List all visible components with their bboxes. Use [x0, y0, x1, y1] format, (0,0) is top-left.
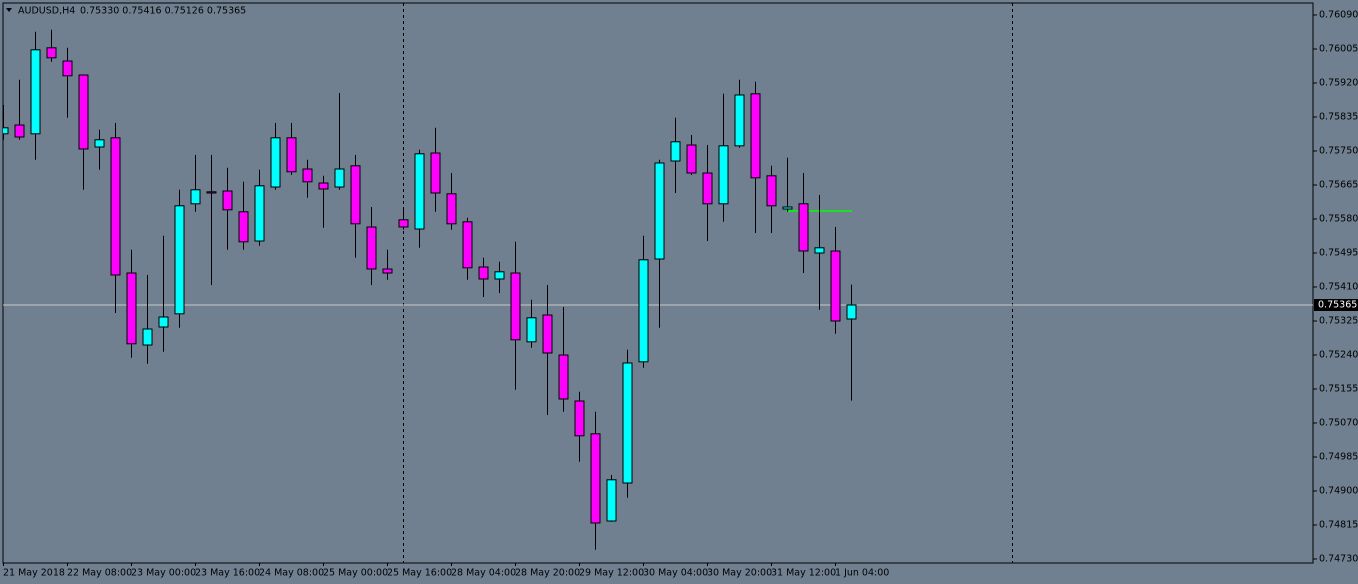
x-tick-label: 30 May 04:00: [643, 568, 708, 579]
candle-body: [846, 304, 857, 320]
y-tick-label: 0.75155: [1319, 384, 1358, 395]
y-tick-label: 0.75240: [1319, 350, 1358, 361]
candle-body: [686, 144, 697, 174]
plot: [3, 29, 1313, 550]
candle-body: [254, 185, 265, 242]
candle-body: [462, 221, 473, 269]
x-tick-label: 21 May 2018: [3, 568, 65, 579]
candle-body: [318, 182, 329, 190]
y-tick-label: 0.75580: [1319, 214, 1358, 225]
candle-body: [430, 152, 441, 194]
candle-body: [190, 189, 201, 205]
candle-body: [46, 47, 57, 59]
candle-body: [302, 168, 313, 183]
candle-body: [670, 141, 681, 162]
menu-triangle: [6, 8, 12, 12]
candle-body: [382, 268, 393, 274]
candle-body: [158, 316, 169, 328]
y-tick-label: 0.75410: [1319, 282, 1358, 293]
x-tick-label: 25 May 16:00: [387, 568, 452, 579]
y-tick-label: 0.74815: [1319, 520, 1358, 531]
candle-body: [702, 172, 713, 205]
candle-body: [526, 317, 537, 343]
candle-body: [590, 433, 601, 524]
candle-body: [398, 219, 409, 228]
x-tick-label: 1 Jun 04:00: [835, 568, 889, 579]
candle-body: [3, 127, 9, 135]
x-tick-label: 25 May 00:00: [323, 568, 388, 579]
ohlc-text: 0.75330 0.75416 0.75126 0.75365: [80, 6, 246, 17]
plot-frame: [2, 2, 1314, 564]
candle-body: [78, 74, 89, 150]
candle-body: [446, 193, 457, 225]
price-label-box: [1314, 299, 1358, 311]
candle-body: [414, 153, 425, 230]
x-tick-label: 22 May 08:00: [67, 568, 132, 579]
x-tick-label: 23 May 16:00: [195, 568, 260, 579]
candle-body: [798, 203, 809, 252]
y-tick-label: 0.74900: [1319, 486, 1358, 497]
candle-body: [542, 314, 553, 354]
candle-body: [222, 190, 233, 211]
candle-body: [270, 137, 281, 188]
candle-body: [126, 272, 137, 345]
y-tick-label: 0.74730: [1319, 554, 1358, 565]
y-tick-label: 0.75835: [1319, 112, 1358, 123]
candle-body: [510, 272, 521, 341]
x-tick-label: 23 May 00:00: [131, 568, 196, 579]
price-label: 0.75365: [1318, 300, 1357, 311]
candle-body: [782, 206, 793, 210]
y-tick-label: 0.75920: [1319, 78, 1358, 89]
candle-body: [94, 139, 105, 148]
candle-body: [110, 137, 121, 276]
x-tick-label: 28 May 04:00: [451, 568, 516, 579]
candle-body: [238, 211, 249, 243]
x-tick-label: 30 May 20:00: [707, 568, 772, 579]
candle-body: [606, 479, 617, 522]
y-tick-label: 0.75750: [1319, 146, 1358, 157]
x-tick-label: 24 May 08:00: [259, 568, 324, 579]
candle-body: [718, 145, 729, 205]
y-tick-label: 0.75665: [1319, 180, 1358, 191]
candle-body: [478, 266, 489, 280]
candle-body: [734, 94, 745, 147]
y-tick-label: 0.75495: [1319, 248, 1358, 259]
candle-body: [558, 354, 569, 400]
candle-body: [286, 137, 297, 173]
candle-body: [174, 205, 185, 315]
candle-body: [334, 168, 345, 188]
candle-body: [654, 162, 665, 260]
candle-body: [766, 175, 777, 207]
chart-title: AUDUSD,H4: [18, 6, 75, 17]
candle-body: [14, 124, 25, 138]
y-tick-label: 0.74985: [1319, 452, 1358, 463]
y-tick-label: 0.75325: [1319, 316, 1358, 327]
y-tick-label: 0.76005: [1319, 44, 1358, 55]
y-tick-label: 0.75070: [1319, 418, 1358, 429]
candle-body: [62, 60, 73, 77]
candle-body: [142, 328, 153, 346]
candle-body: [206, 191, 217, 194]
candle-body: [366, 226, 377, 270]
candle-body: [494, 271, 505, 280]
candle-body: [638, 259, 649, 363]
x-tick-label: 29 May 12:00: [579, 568, 644, 579]
candle-body: [350, 165, 361, 225]
candle-body: [830, 250, 841, 322]
x-tick-label: 31 May 12:00: [771, 568, 836, 579]
x-tick-label: 28 May 20:00: [515, 568, 580, 579]
candle-body: [574, 400, 585, 437]
candle-body: [30, 49, 41, 135]
candle-body: [750, 93, 761, 179]
candle-body: [622, 362, 633, 484]
y-tick-label: 0.76090: [1319, 10, 1358, 21]
candle-body: [814, 247, 825, 254]
